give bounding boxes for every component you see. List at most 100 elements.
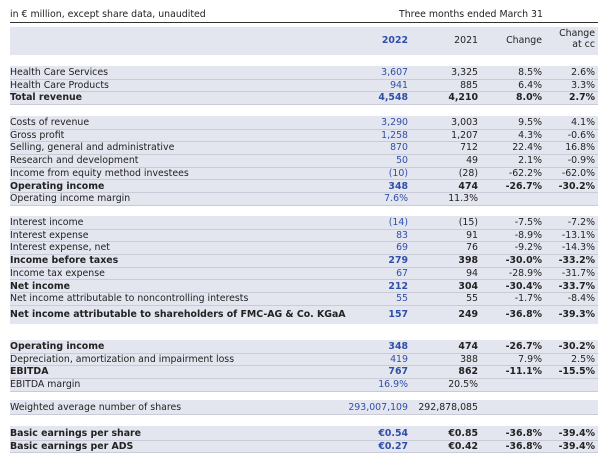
change-value: -26.7% xyxy=(505,180,542,192)
value-2021: 388 xyxy=(460,353,478,365)
column-change-cc: Change at cc xyxy=(559,28,595,50)
value-2022: €0.54 xyxy=(378,428,408,439)
column-2022: 2022 xyxy=(381,35,408,46)
value-2022: 279 xyxy=(388,255,408,267)
value-2022: 870 xyxy=(390,142,408,154)
change-cc-value: -33.2% xyxy=(558,255,595,267)
change-cc-value: -39.4% xyxy=(558,428,595,439)
eps-band xyxy=(10,426,598,452)
value-2022: 767 xyxy=(388,366,408,378)
table-row: Income before taxes 279 398 -30.0% -33.2% xyxy=(10,255,598,268)
change-value: -36.8% xyxy=(505,440,542,452)
value-2021: 1,207 xyxy=(451,129,478,141)
change-cc-value: -30.2% xyxy=(558,341,595,352)
table-row: Income tax expense 67 94 -28.9% -31.7% xyxy=(10,268,598,281)
row-label: Income from equity method investees xyxy=(10,167,189,179)
change-cc-value: -33.7% xyxy=(558,280,595,292)
change-cc-value: -0.9% xyxy=(567,155,595,167)
row-label: EBITDA margin xyxy=(10,379,81,391)
change-value: 4.3% xyxy=(518,129,542,141)
value-2021: 76 xyxy=(466,242,478,254)
column-change: Change xyxy=(506,35,542,46)
row-label: Income tax expense xyxy=(10,267,105,279)
change-value: -7.5% xyxy=(514,217,542,228)
row-label: Research and development xyxy=(10,155,139,167)
row-label: Income before taxes xyxy=(10,255,119,267)
row-label: Net income attributable to noncontrollin… xyxy=(10,293,249,305)
value-2021: €0.42 xyxy=(448,440,478,452)
change-cc-value: -15.5% xyxy=(558,366,595,378)
column-2021: 2021 xyxy=(454,35,478,46)
table-row: Weighted average number of shares 293,007… xyxy=(10,402,598,415)
change-cc-value: -7.2% xyxy=(567,217,595,228)
change-cc-value: -39.4% xyxy=(558,440,595,452)
change-value: -9.2% xyxy=(514,242,542,254)
table-row: Income from equity method investees (10) (… xyxy=(10,168,598,181)
table-row: Operating income margin 7.6% 11.3% xyxy=(10,193,598,206)
value-2021: 712 xyxy=(460,142,478,154)
change-value: -36.8% xyxy=(505,428,542,439)
change-cc-value: 2.6% xyxy=(571,67,595,78)
value-2021: 20.5% xyxy=(448,379,478,391)
table-row: Health Care Products 941 885 6.4% 3.3% xyxy=(10,80,598,93)
row-label: Operating income xyxy=(10,341,105,352)
table-row: EBITDA 767 862 -11.1% -15.5% xyxy=(10,366,598,380)
value-2021: 398 xyxy=(458,255,478,267)
value-2022: 1,258 xyxy=(381,129,408,141)
value-2022: 50 xyxy=(396,155,408,167)
change-value: 6.4% xyxy=(518,79,542,91)
table-row: Total revenue 4,548 4,210 8.0% 2.7% xyxy=(10,92,598,106)
value-2021: 474 xyxy=(458,180,478,192)
value-2021: 11.3% xyxy=(448,193,478,205)
value-2022: 3,290 xyxy=(381,117,408,128)
header-divider xyxy=(10,22,598,23)
revenue-band xyxy=(10,66,598,105)
table-header: in € million, except share data, unaudit… xyxy=(10,0,598,26)
table-row: Gross profit 1,258 1,207 4.3% -0.6% xyxy=(10,130,598,143)
change-cc-value: -13.1% xyxy=(561,229,595,241)
change-cc-value: 2.7% xyxy=(568,92,595,104)
value-2021: 3,325 xyxy=(451,67,478,78)
unit-note: in € million, except share data, unaudit… xyxy=(10,9,206,20)
value-2022: 941 xyxy=(390,79,408,91)
value-2021: 292,878,085 xyxy=(418,402,478,413)
row-label: Operating income xyxy=(10,180,105,192)
change-cc-value: -31.7% xyxy=(561,267,595,279)
row-label: Selling, general and administrative xyxy=(10,142,175,154)
table-row: Operating income 348 474 -26.7% -30.2% xyxy=(10,341,598,354)
row-label: Health Care Services xyxy=(10,67,108,78)
value-2022: 16.9% xyxy=(378,379,408,391)
row-label: Net income attributable to shareholders … xyxy=(10,309,346,320)
value-2022: 7.6% xyxy=(384,193,408,205)
change-cc-value: -14.3% xyxy=(561,242,595,254)
change-value: -30.4% xyxy=(505,280,542,292)
change-value: -30.0% xyxy=(505,255,542,267)
operating-band xyxy=(10,116,598,205)
value-2022: 67 xyxy=(396,267,408,279)
table-row: Basic earnings per ADS €0.27 €0.42 -36.8% -3… xyxy=(10,441,598,454)
table-row: Operating income 348 474 -26.7% -30.2% xyxy=(10,181,598,194)
table-row: Interest expense, net 69 76 -9.2% -14.3% xyxy=(10,242,598,256)
value-2021: 91 xyxy=(466,229,478,241)
table-row: Net income attributable to shareholders … xyxy=(10,309,598,322)
column-header-band xyxy=(10,27,598,55)
table-row: Interest income (14) (15) -7.5% -7.2% xyxy=(10,217,598,230)
change-cc-value: -39.3% xyxy=(558,309,595,320)
value-2022: (10) xyxy=(388,167,408,179)
value-2022: 212 xyxy=(388,280,408,292)
value-2022: €0.27 xyxy=(378,440,408,452)
change-cc-value: -62.0% xyxy=(561,167,595,179)
value-2021: 249 xyxy=(458,309,478,320)
table-row: Interest expense 83 91 -8.9% -13.1% xyxy=(10,230,598,243)
change-cc-value: 4.1% xyxy=(571,117,595,128)
column-headers: 2022 2021 Change Change at cc xyxy=(10,28,598,54)
row-label: Operating income margin xyxy=(10,193,131,205)
value-2022: 293,007,109 xyxy=(348,402,408,413)
change-value: 8.5% xyxy=(518,67,542,78)
row-label: Interest expense xyxy=(10,229,89,241)
value-2022: 348 xyxy=(388,341,408,352)
row-label: Costs of revenue xyxy=(10,117,90,128)
value-2021: 304 xyxy=(458,280,478,292)
value-2021: 4,210 xyxy=(448,92,478,104)
value-2021: 55 xyxy=(466,293,478,305)
